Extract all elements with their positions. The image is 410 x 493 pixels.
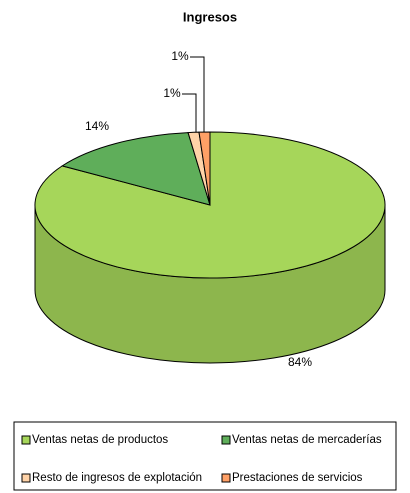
legend-label: Prestaciones de servicios: [232, 472, 363, 484]
legend-box: [13, 421, 397, 491]
value-label: 84%: [288, 355, 312, 369]
value-label: 1%: [163, 86, 181, 100]
legend-swatch: [221, 473, 231, 483]
chart-title: Ingresos: [183, 9, 237, 24]
value-label: 14%: [85, 119, 109, 133]
legend-swatch: [221, 435, 231, 445]
legend-swatch: [21, 473, 31, 483]
pie-slice: [198, 131, 211, 206]
pie-slice: [61, 132, 211, 206]
legend-label: Resto de ingresos de explotación: [32, 472, 202, 484]
legend-label: Ventas netas de mercaderías: [232, 434, 382, 446]
legend-swatch: [21, 435, 31, 445]
value-label: 1%: [171, 49, 189, 63]
leader-line: [190, 56, 205, 132]
legend-label: Ventas netas de productos: [32, 434, 168, 446]
leader-line: [182, 93, 197, 132]
